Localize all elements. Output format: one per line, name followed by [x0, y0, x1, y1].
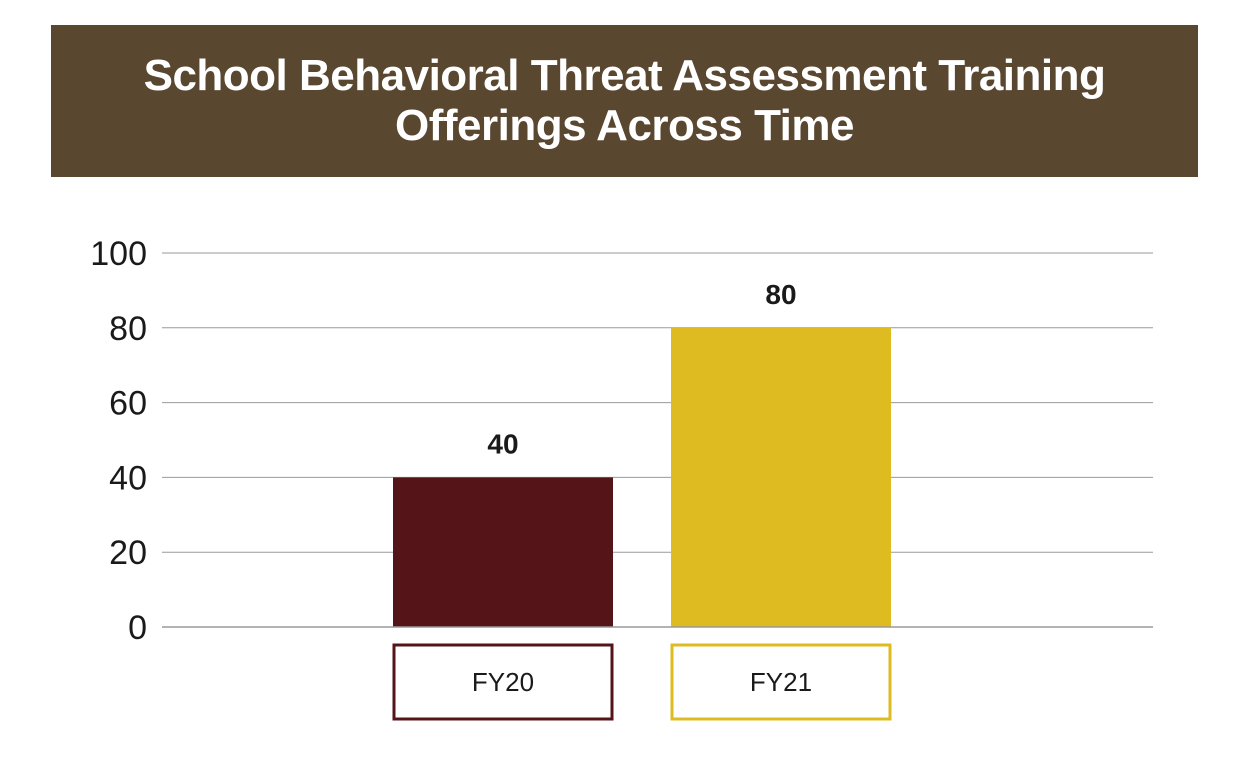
- bar-fy21: [671, 327, 891, 627]
- category-box: [392, 643, 614, 721]
- y-tick-label: 0: [128, 609, 147, 647]
- data-label: 40: [487, 428, 518, 459]
- chart-title: School Behavioral Threat Assessment Trai…: [143, 51, 1106, 150]
- x-tick-label: FY21: [750, 667, 812, 697]
- y-tick-label: 80: [109, 310, 147, 348]
- y-tick-label: 40: [109, 459, 147, 497]
- y-tick-label: 60: [109, 385, 147, 423]
- y-tick-label: 20: [109, 534, 147, 572]
- data-label: 80: [765, 279, 796, 310]
- y-tick-label: 100: [90, 235, 147, 273]
- category-box: [670, 643, 892, 721]
- x-tick-label: FY20: [472, 667, 534, 697]
- bar-fy20: [393, 477, 613, 627]
- title-banner: School Behavioral Threat Assessment Trai…: [51, 25, 1198, 177]
